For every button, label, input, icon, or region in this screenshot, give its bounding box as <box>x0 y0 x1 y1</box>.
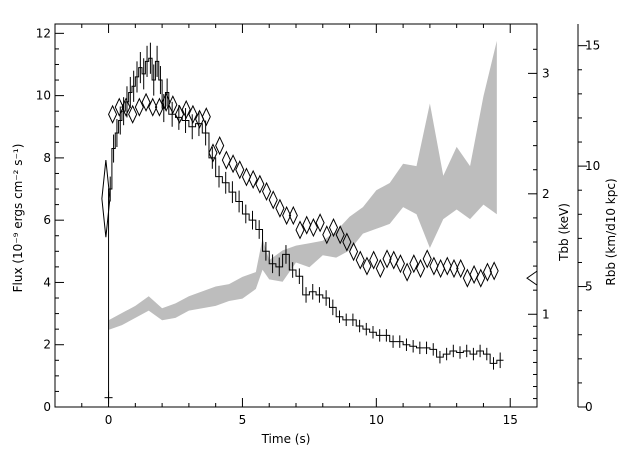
temperature-point <box>181 99 191 120</box>
y-tick-label: 2 <box>43 338 51 352</box>
y-axis-label-radius: Rbb (km/d10 kpc) <box>604 178 618 285</box>
temperature-point <box>462 268 472 288</box>
temperature-point <box>328 217 339 238</box>
temperature-point <box>141 92 151 112</box>
temperature-point <box>395 254 405 274</box>
temperature-point <box>456 258 466 279</box>
x-tick-label: 5 <box>239 413 247 427</box>
temperature-point <box>349 242 359 262</box>
plot-frame <box>54 23 538 408</box>
flux-histogram-line <box>108 57 504 398</box>
temperature-point <box>409 254 419 274</box>
y-tick-label: 10 <box>36 89 51 103</box>
y-tick-label: 4 <box>43 275 51 289</box>
temperature-point <box>469 264 479 285</box>
temperature-point <box>241 167 252 187</box>
y-tick-label: 6 <box>43 213 51 227</box>
temperature-point <box>355 250 365 270</box>
radius-band <box>108 40 497 330</box>
temperature-diamonds-layer <box>101 92 499 288</box>
temperature-point <box>154 97 164 117</box>
temperature-point <box>108 104 118 124</box>
temperature-point <box>295 220 305 240</box>
temperature-point <box>315 213 325 233</box>
temperature-point <box>101 160 111 238</box>
temperature-point <box>476 268 486 288</box>
temperature-point <box>201 107 211 127</box>
x-tick-label: 0 <box>105 413 113 427</box>
temperature-point <box>121 97 131 117</box>
temperature-point <box>268 190 278 210</box>
temperature-point <box>402 262 412 282</box>
radius-band-layer <box>108 40 497 330</box>
temperature-point <box>228 154 238 174</box>
temperature-point <box>168 95 178 115</box>
temperature-point <box>422 249 432 269</box>
y-axis-label-flux: Flux (10⁻⁹ ergs cm⁻² s⁻¹) <box>11 144 25 293</box>
temperature-point <box>489 261 499 281</box>
temperature-point <box>449 258 459 279</box>
temperature-point <box>442 256 452 276</box>
temperature-point <box>174 104 185 124</box>
temperature-point <box>221 150 231 170</box>
temperature-point <box>308 217 318 238</box>
x-tick-label: 15 <box>503 413 518 427</box>
temperature-point <box>188 104 198 124</box>
r-tick-label: 0 <box>585 400 593 414</box>
temperature-point <box>161 92 171 112</box>
y-tick-label: 0 <box>43 400 51 414</box>
x-axis-label: Time (s) <box>261 432 311 446</box>
temperature-point <box>134 97 144 117</box>
r-tick-label: 15 <box>585 39 600 53</box>
temperature-point <box>282 205 292 226</box>
temperature-point <box>302 215 312 235</box>
temperature-point <box>369 250 379 270</box>
temperature-point <box>389 250 399 270</box>
temperature-point <box>335 225 345 245</box>
temperature-point <box>275 198 285 218</box>
t-tick-label: 3 <box>542 66 550 80</box>
temperature-point <box>436 258 446 279</box>
edge-marker <box>526 270 538 286</box>
temperature-point <box>148 97 158 117</box>
temperature-point <box>235 160 245 180</box>
temperature-point <box>248 169 258 189</box>
t-tick-label: 2 <box>542 187 550 201</box>
temperature-point <box>342 232 352 252</box>
temperature-point <box>255 174 265 194</box>
temperature-point <box>362 256 372 276</box>
temperature-point <box>114 97 124 117</box>
temperature-point <box>215 136 225 156</box>
temperature-point <box>128 104 138 124</box>
temperature-point <box>288 205 298 226</box>
temperature-point <box>429 256 439 276</box>
temperature-point <box>382 249 392 269</box>
y-axis-label-temperature: Tbb (keV) <box>557 203 571 262</box>
r-tick-label: 10 <box>585 159 600 173</box>
temperature-point <box>261 181 272 202</box>
t-tick-label: 1 <box>542 307 550 321</box>
temperature-point <box>375 258 385 279</box>
temperature-point <box>415 258 426 279</box>
temperature-point <box>322 225 332 245</box>
r-tick-label: 5 <box>585 280 593 294</box>
x-tick-label: 10 <box>369 413 384 427</box>
y-tick-label: 8 <box>43 151 51 165</box>
flux-histogram-layer <box>104 42 504 404</box>
temperature-point <box>482 262 493 282</box>
y-tick-label: 12 <box>36 26 51 40</box>
temperature-point <box>208 143 218 163</box>
